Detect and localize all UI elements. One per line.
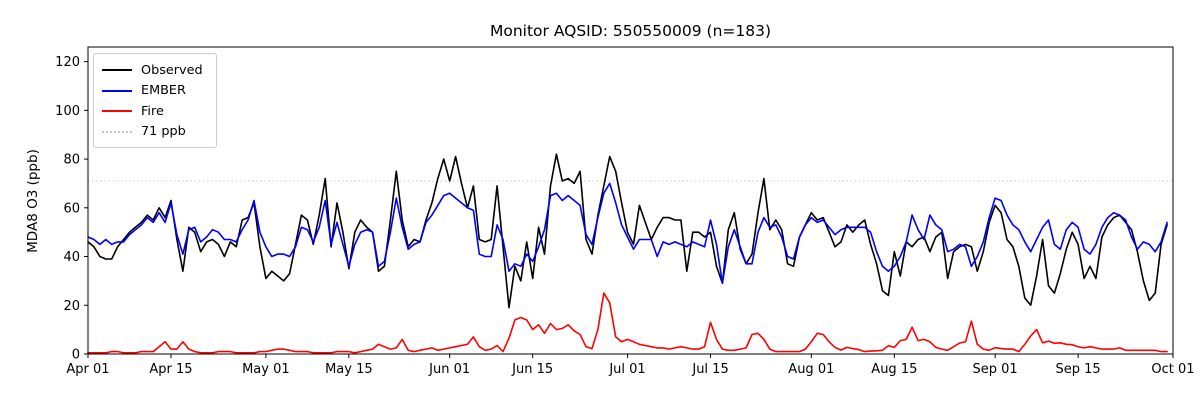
x-tick-label: Jun 01 (428, 362, 470, 377)
y-tick-label: 80 (63, 153, 80, 168)
fire-line-swatch (102, 110, 132, 113)
observed-line-swatch (102, 69, 132, 72)
x-tick-label: Aug 15 (871, 362, 917, 377)
ember-line-swatch (102, 89, 132, 92)
legend-label-observed: Observed (141, 62, 203, 78)
x-tick-label: Sep 01 (973, 362, 1018, 377)
y-tick-label: 0 (72, 348, 80, 363)
x-tick-label: Jun 15 (511, 362, 553, 377)
y-tick-label: 120 (55, 55, 80, 70)
legend-item-ember: EMBER (102, 81, 206, 102)
x-tick-label: Apr 01 (66, 362, 109, 377)
x-tick-label: May 01 (242, 362, 290, 377)
threshold-line-swatch (102, 130, 132, 133)
series-line-observed (87, 153, 1168, 309)
y-tick-label: 100 (55, 104, 80, 119)
legend-label-threshold: 71 ppb (141, 124, 186, 140)
legend-label-ember: EMBER (141, 83, 186, 99)
x-tick-label: May 15 (325, 362, 373, 377)
x-tick-label: Jul 15 (691, 362, 728, 377)
legend-item-observed: Observed (102, 60, 206, 81)
series-line-fire (87, 292, 1168, 354)
x-tick-label: Aug 01 (788, 362, 834, 377)
x-tick-label: Jul 01 (608, 362, 645, 377)
legend-label-fire: Fire (141, 103, 164, 119)
y-tick-label: 20 (63, 299, 80, 314)
x-tick-label: Apr 15 (149, 362, 192, 377)
y-tick-label: 40 (63, 250, 80, 265)
x-tick-label: Sep 15 (1056, 362, 1101, 377)
x-tick-label: Oct 01 (1151, 362, 1194, 377)
series-line-ember (87, 182, 1168, 285)
axes-box (87, 46, 1174, 355)
legend: Observed EMBER Fire 71 ppb (93, 53, 217, 148)
legend-item-threshold: 71 ppb (102, 122, 206, 143)
legend-item-fire: Fire (102, 101, 206, 122)
chart-title: Monitor AQSID: 550550009 (n=183) (489, 22, 772, 40)
y-tick-label: 60 (63, 201, 80, 216)
y-axis-label: MDA8 O3 (ppb) (25, 149, 41, 253)
